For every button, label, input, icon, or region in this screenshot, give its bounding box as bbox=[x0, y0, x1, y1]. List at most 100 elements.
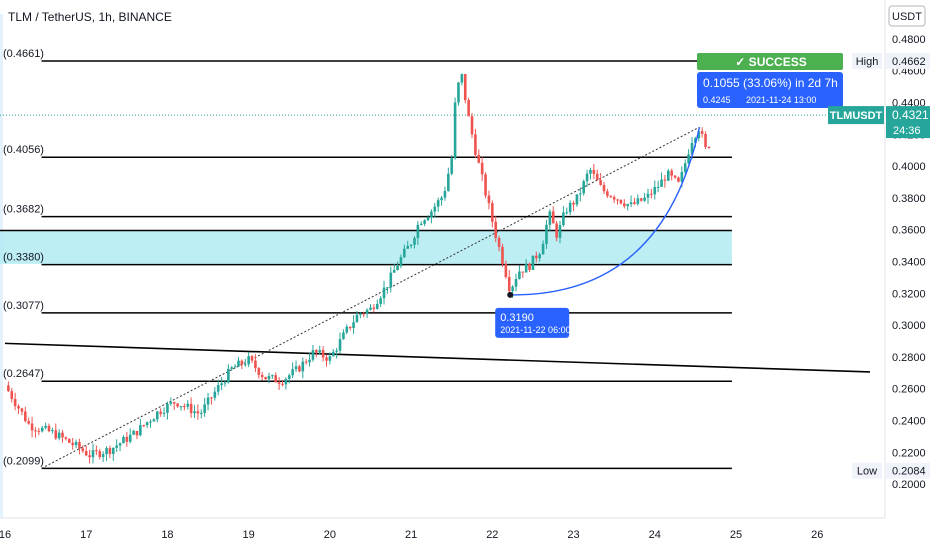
symbol-tag[interactable] bbox=[828, 106, 884, 125]
candle-body bbox=[541, 243, 545, 255]
candle-body bbox=[281, 383, 284, 385]
candle-body bbox=[646, 193, 650, 198]
candle-body bbox=[30, 423, 34, 431]
candle-body bbox=[287, 375, 291, 379]
candle-body bbox=[274, 375, 278, 383]
candle-body bbox=[565, 212, 569, 214]
candle-body bbox=[599, 180, 602, 185]
candle-body bbox=[419, 223, 423, 225]
candle-body bbox=[436, 200, 440, 207]
y-tick-label: 0.2600 bbox=[892, 384, 926, 396]
candle-body bbox=[656, 186, 660, 188]
candle-body bbox=[639, 198, 643, 201]
candle-body bbox=[176, 403, 179, 407]
y-tick-label: 0.3600 bbox=[892, 225, 926, 237]
low-value-box bbox=[886, 462, 930, 479]
y-axis[interactable]: 0.48000.46000.44000.42000.40000.38000.36… bbox=[828, 0, 932, 550]
candle-body bbox=[707, 147, 711, 149]
candle-body bbox=[440, 197, 443, 201]
x-tick-label: 16 bbox=[0, 529, 11, 541]
candle-body bbox=[254, 360, 257, 369]
candle-body bbox=[650, 193, 653, 195]
measure-info-box[interactable] bbox=[697, 72, 843, 108]
candle-body bbox=[213, 391, 217, 398]
candle-body bbox=[206, 397, 210, 405]
candle-body bbox=[321, 350, 325, 358]
x-tick-label: 25 bbox=[730, 529, 742, 541]
candle-body bbox=[606, 191, 609, 197]
y-tick-label: 0.3200 bbox=[892, 288, 926, 300]
candle-body bbox=[551, 211, 555, 224]
measure-end-date: 2021-11-24 13:00 bbox=[746, 95, 816, 105]
candle-body bbox=[386, 287, 389, 289]
candle-body bbox=[342, 332, 345, 340]
low-point-date: 2021-11-22 06:00 bbox=[500, 325, 570, 335]
candle-body bbox=[271, 375, 274, 377]
candle-body bbox=[61, 432, 64, 438]
y-axis-bg bbox=[885, 0, 932, 550]
candle-body bbox=[612, 197, 616, 200]
candle-body bbox=[521, 271, 525, 273]
candle-body bbox=[673, 175, 677, 178]
candle-body bbox=[369, 307, 372, 310]
fib-level-label: (0.3077) bbox=[3, 300, 44, 312]
low-point-dot bbox=[507, 291, 514, 298]
candle-body bbox=[467, 100, 470, 117]
candle-body bbox=[54, 430, 58, 439]
x-axis-bg bbox=[0, 518, 885, 550]
symbol-tag-text: TLMUSDT bbox=[830, 110, 883, 122]
candle-body bbox=[447, 173, 450, 191]
y-tick-label: 0.2400 bbox=[892, 415, 926, 427]
candle-body bbox=[139, 425, 142, 436]
candle-body bbox=[653, 187, 657, 195]
candle-body bbox=[91, 450, 95, 458]
candle-body bbox=[118, 443, 122, 446]
candle-body bbox=[592, 169, 596, 174]
currency-label[interactable]: USDT bbox=[888, 5, 926, 27]
success-text: ✓ SUCCESS bbox=[735, 55, 806, 69]
candle-body bbox=[372, 307, 376, 309]
candle-body bbox=[13, 398, 17, 407]
candle-body bbox=[545, 224, 548, 244]
chart-title: TLM / TetherUS, 1h, BINANCE bbox=[8, 10, 172, 24]
candle-body bbox=[122, 436, 125, 444]
candle-body bbox=[548, 211, 552, 225]
candle-body bbox=[220, 383, 223, 386]
candle-body bbox=[24, 411, 27, 422]
zone-rect bbox=[0, 230, 732, 264]
success-badge[interactable] bbox=[697, 53, 843, 70]
candle-body bbox=[64, 437, 68, 439]
candle-body bbox=[497, 238, 501, 247]
high-value-box bbox=[886, 52, 930, 69]
candle-body bbox=[230, 367, 234, 369]
candle-body bbox=[335, 350, 338, 352]
candle-body bbox=[413, 238, 416, 245]
x-tick-label: 21 bbox=[405, 529, 417, 541]
candle-body bbox=[470, 116, 474, 135]
y-tick-label: 0.2000 bbox=[892, 479, 926, 491]
candle-body bbox=[379, 298, 382, 304]
candle-body bbox=[315, 350, 318, 353]
x-tick-label: 26 bbox=[811, 529, 823, 541]
candle-body bbox=[643, 197, 646, 201]
last-price-tag[interactable] bbox=[886, 106, 930, 139]
candle-body bbox=[152, 419, 156, 422]
candle-body bbox=[189, 403, 193, 414]
candle-body bbox=[193, 411, 196, 414]
candle-body bbox=[382, 287, 386, 299]
x-axis[interactable]: 16 17 18 19 20 21 22 23 24 25 26 bbox=[0, 517, 932, 550]
candle-body bbox=[132, 430, 135, 435]
candle-body bbox=[396, 265, 399, 271]
candle-body bbox=[10, 391, 14, 399]
candle-body bbox=[27, 421, 30, 424]
candle-body bbox=[670, 170, 673, 176]
candle-body bbox=[484, 174, 487, 196]
candle-body bbox=[95, 450, 98, 452]
candle-body bbox=[528, 263, 531, 270]
fib-level-label: (0.2647) bbox=[3, 368, 44, 380]
candle-body bbox=[595, 173, 599, 181]
candle-body bbox=[247, 356, 250, 365]
low-point-label-box[interactable] bbox=[495, 307, 570, 338]
